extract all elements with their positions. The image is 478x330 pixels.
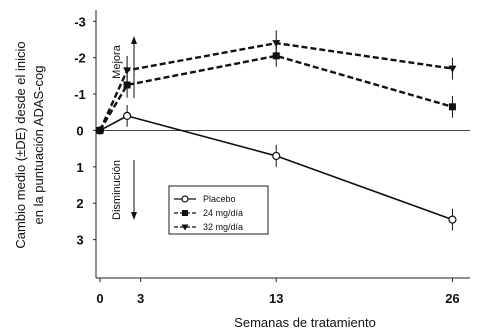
y-tick-label: -3 (74, 14, 86, 29)
y-tick-label: -2 (74, 51, 86, 66)
decline-label: Disminución (111, 160, 123, 220)
data-point-triangle (123, 67, 132, 75)
y-tick-label: 0 (76, 123, 83, 138)
decline-annotation: Disminución (111, 160, 137, 220)
y-axis-title-line-2: en la puntuación ADAS-cog (31, 66, 46, 225)
y-axis-title-line-1: Cambio medio (±DE) desde el inicio (13, 41, 28, 248)
decline-arrow-head (131, 212, 137, 220)
x-tick-label: 3 (137, 291, 144, 306)
data-point-square (182, 210, 188, 216)
improve-arrow-head (131, 36, 137, 44)
x-axis-title: Semanas de tratamiento (234, 315, 376, 330)
data-point-triangle (448, 65, 457, 73)
series-1 (96, 44, 456, 134)
data-point-circle (181, 195, 189, 203)
y-ticks: -3 -2 -1 0 1 2 3 (74, 14, 96, 248)
series-line (98, 54, 453, 132)
legend-label: 32 mg/día (203, 222, 243, 232)
legend-label: Placebo (203, 194, 236, 204)
data-point-square (448, 103, 456, 111)
improve-annotation: Mejora (111, 36, 137, 98)
x-tick-label: 13 (269, 291, 283, 306)
y-tick-label: -1 (74, 87, 86, 102)
series-2 (96, 30, 457, 135)
y-tick-label: 3 (76, 233, 83, 248)
series-0 (95, 104, 457, 231)
series-line (99, 115, 453, 221)
data-point-circle (123, 111, 132, 120)
series-line (98, 41, 453, 131)
y-tick-label: 2 (76, 196, 83, 211)
data-point-triangle (272, 40, 281, 48)
x-tick-label: 0 (96, 291, 103, 306)
y-tick-label: 1 (76, 160, 83, 175)
x-tick-label: 26 (445, 291, 459, 306)
data-point-triangle (96, 127, 104, 135)
x-ticks: 0 3 13 26 (96, 278, 460, 306)
series-layer (95, 30, 457, 231)
data-point-circle (272, 151, 281, 161)
data-point-triangle (181, 224, 189, 231)
legend: Placebo 24 mg/día 32 mg/día (168, 185, 269, 235)
improve-label: Mejora (111, 44, 123, 79)
data-point-circle (448, 215, 457, 224)
legend-label: 24 mg/día (203, 208, 243, 218)
